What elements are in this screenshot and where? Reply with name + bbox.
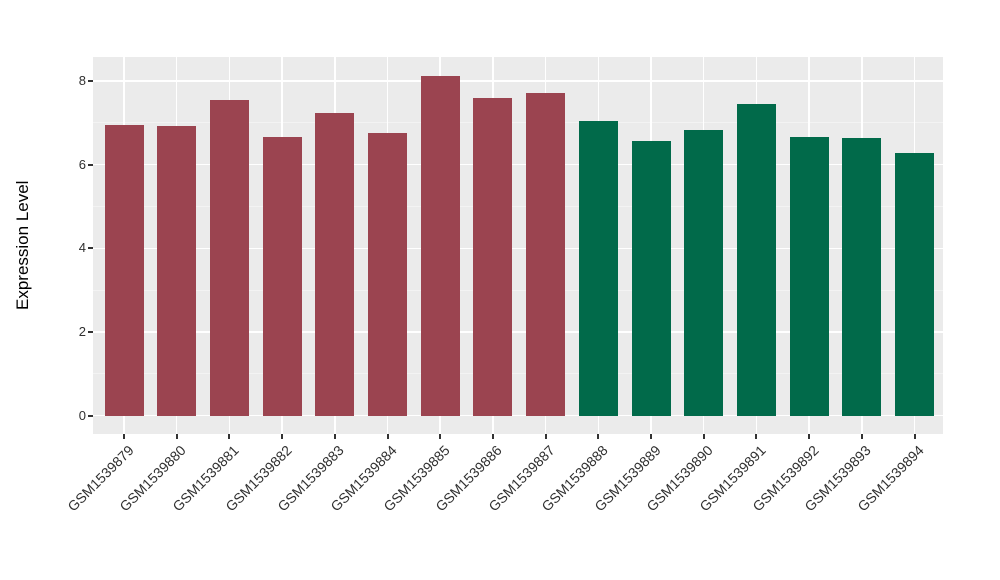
gridline-minor-y — [93, 122, 943, 124]
bar — [420, 75, 460, 416]
y-axis-title: Expression Level — [13, 180, 32, 311]
x-tick-mark — [228, 434, 231, 439]
bar — [842, 138, 882, 416]
y-tick-label: 2 — [78, 323, 86, 339]
x-tick-mark — [860, 434, 863, 439]
bar — [895, 153, 934, 416]
y-tick-label: 6 — [78, 156, 86, 172]
x-tick-mark — [333, 434, 336, 439]
x-tick-mark — [175, 434, 178, 439]
gridline-major-y — [93, 331, 943, 333]
gridline-major-y — [93, 80, 943, 82]
x-tick-mark — [755, 434, 758, 439]
y-tick-mark — [88, 247, 93, 250]
bar — [631, 140, 671, 416]
x-tick-mark — [650, 434, 652, 439]
bar — [262, 136, 302, 416]
bar — [789, 136, 829, 416]
bar — [104, 125, 144, 416]
x-tick-mark — [439, 434, 442, 439]
bar — [578, 120, 618, 416]
bar — [526, 92, 566, 416]
x-tick-mark — [913, 434, 916, 439]
x-tick-mark — [491, 434, 494, 439]
bar — [368, 133, 407, 416]
gridline-major-y — [93, 247, 943, 250]
x-tick-mark — [702, 434, 705, 439]
gridline-major-y — [93, 414, 943, 417]
plot-panel — [93, 57, 943, 434]
gridline-minor-y — [93, 206, 943, 207]
y-tick-mark — [88, 80, 93, 83]
x-tick-mark — [386, 434, 389, 439]
y-tick-mark — [88, 163, 93, 166]
bar — [315, 112, 355, 416]
bar — [736, 104, 776, 416]
y-tick-label: 4 — [78, 240, 86, 256]
y-tick-label: 0 — [78, 407, 86, 423]
y-tick-mark — [88, 414, 93, 417]
gridline-minor-y — [93, 289, 943, 291]
y-tick-mark — [88, 330, 93, 333]
x-tick-mark — [123, 434, 125, 439]
x-tick-mark — [597, 434, 600, 439]
y-tick-label: 8 — [78, 73, 86, 89]
x-tick-mark — [808, 434, 811, 439]
bar — [684, 130, 724, 416]
bar — [157, 126, 197, 416]
gridline-major-y — [93, 163, 943, 166]
bar — [473, 97, 513, 416]
x-tick-mark — [281, 434, 284, 439]
gridline-minor-y — [93, 373, 943, 375]
bar — [209, 99, 249, 416]
x-tick-mark — [544, 434, 547, 439]
